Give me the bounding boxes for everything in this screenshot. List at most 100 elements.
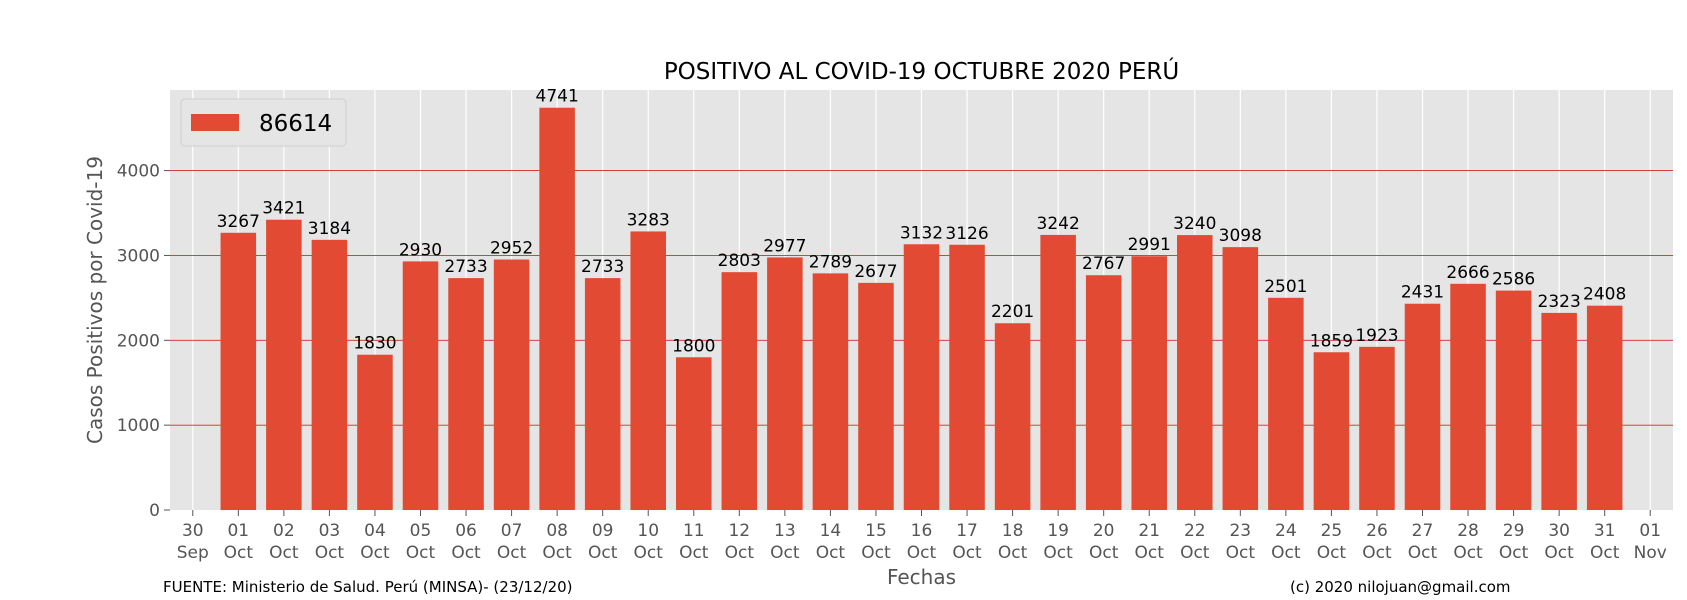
x-tick-month: Oct xyxy=(315,543,345,563)
x-tick-day: 04 xyxy=(364,521,386,541)
bar xyxy=(812,273,849,510)
bar-value-label: 3098 xyxy=(1219,226,1262,246)
x-tick-month: Oct xyxy=(1180,543,1210,563)
bar-value-labels: 3267342131841830293027332952474127333283… xyxy=(217,87,1627,357)
x-tick-day: 20 xyxy=(1093,521,1115,541)
x-tick-month: Oct xyxy=(497,543,527,563)
bar xyxy=(630,231,666,510)
bar xyxy=(357,354,393,510)
bar xyxy=(1268,297,1304,510)
bar-value-label: 2733 xyxy=(444,257,487,277)
x-tick-month: Oct xyxy=(725,543,755,563)
bar-value-label: 2977 xyxy=(763,236,806,256)
bar-value-label: 3240 xyxy=(1173,214,1216,234)
bar-value-label: 3242 xyxy=(1037,214,1080,234)
x-tick-month: Oct xyxy=(1499,543,1529,563)
x-tick-month: Oct xyxy=(1271,543,1301,563)
x-tick-month: Oct xyxy=(360,543,390,563)
bar xyxy=(266,219,302,510)
bar-value-label: 2431 xyxy=(1401,283,1444,303)
bar xyxy=(220,232,257,511)
bar xyxy=(1222,247,1259,510)
x-tick-day: 27 xyxy=(1412,521,1434,541)
credit-note: (c) 2020 nilojuan@gmail.com xyxy=(1290,578,1511,596)
bar xyxy=(1313,352,1350,510)
bar-value-label: 2408 xyxy=(1583,285,1626,305)
bar xyxy=(1359,346,1395,510)
bar xyxy=(1040,234,1076,511)
bar xyxy=(311,239,348,511)
bar-value-label: 1859 xyxy=(1310,331,1353,351)
x-tick-day: 21 xyxy=(1138,521,1160,541)
bar-value-label: 2803 xyxy=(718,251,761,271)
x-tick-month: Oct xyxy=(861,543,891,563)
x-tick-day: 12 xyxy=(728,521,750,541)
bar xyxy=(493,259,530,510)
x-tick-day: 03 xyxy=(319,521,341,541)
x-tick-day: 24 xyxy=(1275,521,1297,541)
x-tick-month: Oct xyxy=(1362,543,1392,563)
x-tick-day: 28 xyxy=(1457,521,1479,541)
bar-value-label: 1830 xyxy=(353,334,396,354)
x-tick-day: 10 xyxy=(637,521,659,541)
x-tick-day: 07 xyxy=(501,521,523,541)
bar xyxy=(903,244,940,510)
bar-value-label: 2677 xyxy=(854,262,897,282)
x-tick-month: Oct xyxy=(1089,543,1119,563)
x-tick-month: Oct xyxy=(679,543,709,563)
bar-value-label: 2767 xyxy=(1082,254,1125,274)
bar xyxy=(949,244,985,510)
x-tick-day: 01 xyxy=(227,521,249,541)
legend-label: 86614 xyxy=(259,111,332,137)
bar xyxy=(858,282,894,510)
x-tick-month: Oct xyxy=(634,543,664,563)
x-tick-month: Oct xyxy=(1135,543,1165,563)
x-tick-month: Oct xyxy=(1043,543,1073,563)
x-axis-label: Fechas xyxy=(887,565,956,589)
x-tick-day: 08 xyxy=(546,521,568,541)
bar xyxy=(1586,305,1623,510)
x-tick-month: Oct xyxy=(542,543,572,563)
x-tick-day: 29 xyxy=(1503,521,1525,541)
x-tick-day: 13 xyxy=(774,521,796,541)
bar-value-label: 2991 xyxy=(1128,235,1171,255)
bar xyxy=(1450,283,1486,510)
x-tick-month: Oct xyxy=(998,543,1028,563)
x-tick-month: Oct xyxy=(952,543,982,563)
x-tick-month: Oct xyxy=(588,543,618,563)
x-tick-month: Oct xyxy=(269,543,299,563)
bar-value-label: 2201 xyxy=(991,302,1034,322)
bar-value-label: 2323 xyxy=(1538,292,1581,312)
x-tick-month: Nov xyxy=(1634,543,1667,563)
chart-title: POSITIVO AL COVID-19 OCTUBRE 2020 PERÚ xyxy=(664,57,1179,85)
legend-box xyxy=(180,98,347,147)
y-axis-ticks: 0 1000 2000 3000 4000 xyxy=(117,162,170,521)
x-tick-day: 17 xyxy=(956,521,978,541)
bar xyxy=(539,107,575,510)
x-tick-month: Oct xyxy=(1408,543,1438,563)
legend-swatch xyxy=(191,114,239,131)
x-tick-day: 23 xyxy=(1229,521,1251,541)
x-tick-day: 14 xyxy=(820,521,842,541)
bar-value-label: 3126 xyxy=(945,224,988,244)
x-tick-day: 19 xyxy=(1047,521,1069,541)
x-tick-day: 25 xyxy=(1321,521,1343,541)
x-tick-day: 15 xyxy=(865,521,887,541)
bar-value-label: 2586 xyxy=(1492,270,1535,290)
source-note: FUENTE: Ministerio de Salud. Perú (MINSA… xyxy=(163,578,573,596)
x-tick-month: Oct xyxy=(1453,543,1483,563)
x-tick-day: 30 xyxy=(1548,521,1570,541)
x-tick-day: 09 xyxy=(592,521,614,541)
x-tick-day: 31 xyxy=(1594,521,1616,541)
bar xyxy=(1177,235,1213,510)
y-tick-label: 0 xyxy=(149,501,160,521)
x-tick-day: 22 xyxy=(1184,521,1206,541)
y-tick-label: 1000 xyxy=(117,416,160,436)
bar xyxy=(1495,290,1532,510)
bar xyxy=(584,278,621,510)
bar xyxy=(994,323,1031,510)
bar-value-label: 3283 xyxy=(627,210,670,230)
x-tick-day: 05 xyxy=(410,521,432,541)
bar xyxy=(448,278,484,510)
